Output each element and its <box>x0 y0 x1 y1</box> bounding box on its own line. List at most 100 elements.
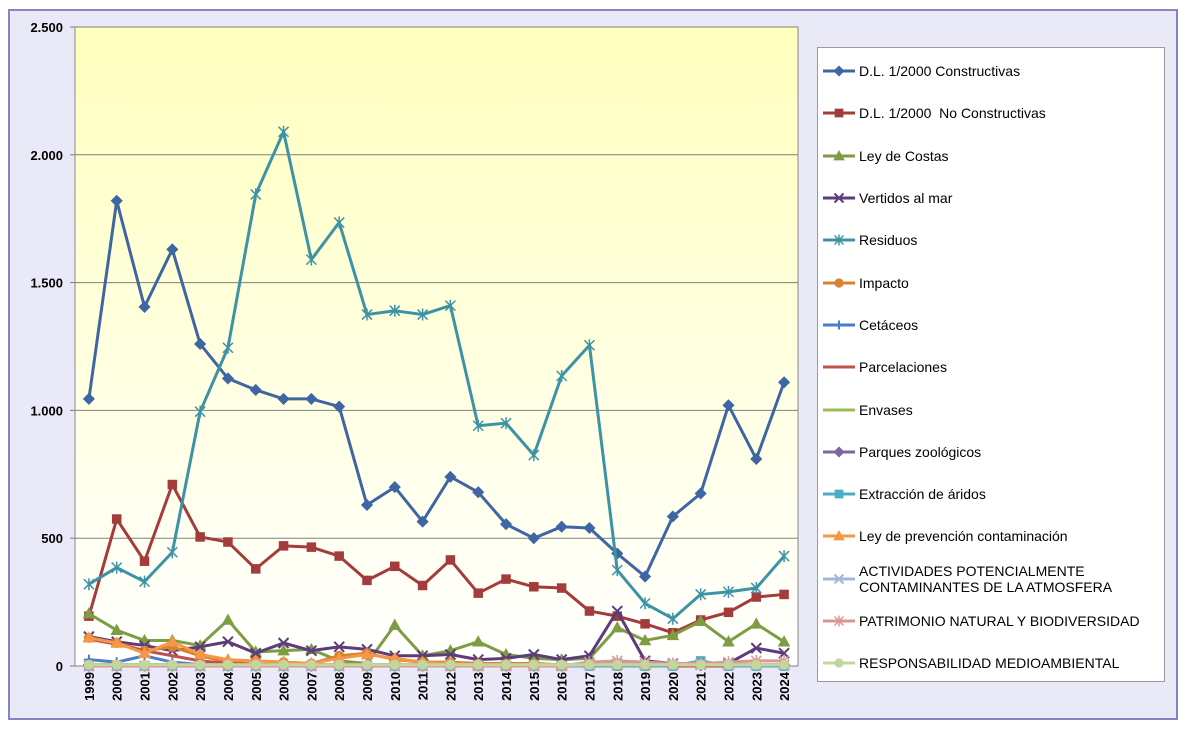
point <box>473 659 484 670</box>
legend-label: Vertidos al mar <box>859 190 953 207</box>
point <box>499 518 513 531</box>
point <box>111 514 122 524</box>
legend-swatch <box>823 489 855 499</box>
point <box>695 588 707 601</box>
y-tick-label: 2.500 <box>30 20 63 35</box>
point <box>138 575 151 588</box>
point <box>833 192 845 204</box>
legend-label: D.L. 1/2000 Constructivas <box>859 63 1021 80</box>
legend-swatch <box>823 408 855 412</box>
point <box>82 607 96 619</box>
x-tick-label: 2007 <box>304 672 319 701</box>
point <box>111 561 123 574</box>
point <box>751 592 762 602</box>
point <box>638 570 652 583</box>
point <box>638 633 652 646</box>
point <box>556 369 568 382</box>
legend-swatch <box>823 278 855 288</box>
y-tick-label: 2.000 <box>30 148 63 163</box>
point <box>195 532 205 542</box>
point <box>583 521 596 535</box>
legend-label: ACTIVIDADES POTENCIALMENTE CONTAMINANTES… <box>859 562 1113 595</box>
point <box>751 659 762 670</box>
point <box>194 405 206 418</box>
point <box>138 646 151 658</box>
x-tick-label: 2006 <box>277 672 292 701</box>
point <box>417 580 428 591</box>
x-tick-label: 2010 <box>388 672 403 701</box>
point <box>250 188 262 201</box>
point <box>362 575 372 586</box>
point <box>166 546 178 559</box>
legend-swatch <box>823 192 855 204</box>
legend-swatch <box>823 65 855 77</box>
legend-label: Envases <box>859 401 913 418</box>
point <box>223 537 233 547</box>
point <box>250 659 261 670</box>
series-line <box>87 199 786 579</box>
x-tick-label: 2002 <box>165 672 180 701</box>
point <box>361 308 373 321</box>
legend-swatch <box>823 615 855 627</box>
legend-label: Impacto <box>859 274 909 291</box>
point <box>694 614 707 627</box>
y-tick-label: 1.500 <box>30 276 63 291</box>
point <box>778 550 790 563</box>
point <box>501 659 512 670</box>
point <box>167 479 178 490</box>
point <box>695 659 706 670</box>
point <box>110 636 123 648</box>
point <box>445 555 456 565</box>
x-tick-label: 2022 <box>721 672 736 701</box>
point <box>250 647 262 659</box>
point <box>583 339 595 352</box>
point <box>833 530 845 541</box>
x-tick-label: 1999 <box>82 672 97 701</box>
point <box>139 659 150 670</box>
legend-entry: ACTIVIDADES POTENCIALMENTE CONTAMINANTES… <box>818 558 1164 600</box>
point <box>444 648 457 661</box>
point <box>222 636 234 648</box>
point <box>195 659 206 670</box>
legend-entry: Extracción de áridos <box>818 473 1164 515</box>
legend-entry: D.L. 1/2000 No Constructivas <box>818 92 1164 134</box>
x-tick-label: 2013 <box>471 672 486 701</box>
point <box>834 489 844 499</box>
point <box>584 659 595 670</box>
point <box>110 623 123 635</box>
point <box>388 618 402 630</box>
point <box>83 578 95 591</box>
point <box>834 278 844 288</box>
legend-label: PATRIMONIO NATURAL Y BIODIVERSIDAD <box>859 613 1140 629</box>
point <box>82 631 96 643</box>
x-tick-label: 2008 <box>332 672 347 701</box>
point <box>472 419 484 432</box>
point <box>471 635 485 647</box>
legend-label: Ley de Costas <box>859 147 949 164</box>
point <box>83 659 94 670</box>
point <box>472 486 485 499</box>
point <box>529 582 539 592</box>
point <box>333 216 345 229</box>
legend-entry: Parques zoológicos <box>818 431 1164 473</box>
legend-entry: Vertidos al mar <box>818 177 1164 219</box>
point <box>528 449 540 462</box>
point <box>639 597 651 610</box>
point <box>82 392 95 405</box>
point <box>334 551 344 561</box>
legend-entry: Ley de prevención contaminación <box>818 515 1164 557</box>
point <box>306 542 317 552</box>
point <box>750 582 762 595</box>
point <box>334 659 345 670</box>
point <box>527 532 540 545</box>
legend-entry: PATRIMONIO NATURAL Y BIODIVERSIDAD <box>818 600 1164 642</box>
x-tick-label: 2019 <box>638 672 653 701</box>
legend-label: Extracción de áridos <box>859 486 986 503</box>
point <box>723 659 734 670</box>
point <box>278 659 289 670</box>
point <box>360 498 374 512</box>
point <box>556 659 567 670</box>
point <box>778 376 791 389</box>
point <box>194 641 206 653</box>
legend-entry: D.L. 1/2000 Constructivas <box>818 50 1164 92</box>
